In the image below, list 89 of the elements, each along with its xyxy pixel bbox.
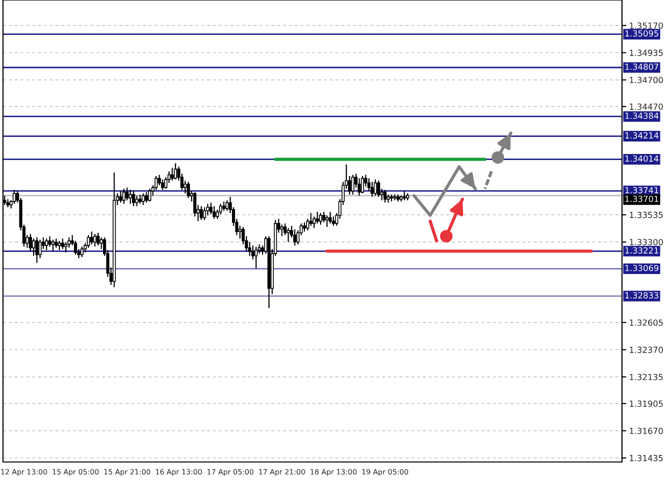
- ref-line-label: 1.34384: [625, 112, 658, 119]
- candlestick: [309, 212, 312, 226]
- candlestick: [280, 224, 284, 237]
- ref-line-label: 1.33701: [625, 196, 658, 202]
- candlestick: [184, 180, 187, 194]
- candlestick: [32, 238, 36, 256]
- y-tick-label: 1.34470: [630, 104, 663, 110]
- candlestick: [286, 228, 290, 243]
- candlestick: [226, 200, 229, 212]
- candlestick: [58, 240, 61, 251]
- candlestick: [68, 236, 71, 248]
- y-tick-label: 1.35170: [630, 22, 663, 29]
- ref-line-label: 1.33221: [625, 247, 658, 254]
- candlestick: [64, 241, 68, 253]
- candlestick: [212, 206, 216, 220]
- candlestick: [254, 246, 258, 270]
- candlestick: [12, 189, 16, 204]
- candlestick: [54, 238, 58, 248]
- candlestick: [209, 202, 212, 215]
- candlestick: [238, 225, 242, 240]
- candlestick: [61, 238, 64, 250]
- candlestick: [219, 203, 222, 215]
- candlestick: [316, 211, 319, 224]
- candlestick: [402, 190, 406, 201]
- candlestick: [161, 178, 164, 190]
- candlestick: [126, 187, 129, 201]
- candlestick: [38, 239, 42, 259]
- candlestick: [325, 214, 329, 228]
- y-tick-label: 1.34935: [630, 50, 663, 56]
- candlestick: [393, 194, 396, 201]
- candlestick: [202, 206, 206, 221]
- candlestick: [186, 181, 190, 199]
- candlestick: [206, 203, 210, 216]
- candlestick: [138, 194, 142, 204]
- candlestick: [328, 211, 332, 224]
- candlestick: [148, 188, 152, 202]
- candlestick: [135, 195, 138, 207]
- candlestick: [293, 228, 296, 246]
- candlestick: [170, 167, 174, 182]
- candlestick: [158, 174, 161, 186]
- y-tick-label: 1.31435: [630, 454, 663, 462]
- candlestick: [174, 162, 178, 180]
- ref-line-label: 1.32833: [625, 292, 658, 298]
- candlestick: [370, 181, 374, 198]
- candlestick: [93, 233, 96, 248]
- candlestick: [374, 178, 377, 196]
- ref-line-label: 1.33069: [625, 264, 658, 272]
- candlestick: [358, 178, 361, 196]
- candlestick: [302, 222, 306, 232]
- candlestick: [28, 233, 32, 252]
- ref-line-label: 1.33741: [625, 187, 658, 194]
- candlestick: [44, 238, 48, 251]
- y-tick-label: 1.31670: [630, 428, 663, 434]
- y-tick-label: 1.32135: [630, 374, 663, 380]
- y-tick-label: 1.32370: [630, 346, 663, 353]
- candlestick: [51, 239, 55, 252]
- ref-line-label: 1.34214: [625, 132, 658, 139]
- candlestick: [142, 192, 145, 206]
- candlestick: [132, 190, 136, 207]
- candlestick: [128, 189, 132, 204]
- candlestick: [360, 175, 364, 194]
- ref-line-label: 1.34014: [625, 155, 658, 162]
- candlestick: [200, 206, 203, 221]
- candlestick: [96, 232, 100, 246]
- candlestick: [122, 188, 126, 204]
- candlestick: [222, 200, 226, 212]
- y-tick-label: 1.34700: [630, 76, 663, 84]
- candlestick: [119, 190, 122, 204]
- candlestick: [332, 216, 336, 226]
- y-tick-label: 1.33535: [630, 212, 663, 218]
- candlestick: [80, 246, 84, 258]
- candlestick: [377, 180, 380, 198]
- candlestick: [86, 234, 90, 248]
- candlestick: [48, 236, 52, 248]
- candlestick: [322, 211, 326, 223]
- candlestick: [312, 216, 316, 229]
- candlestick: [383, 189, 387, 204]
- y-tick-label: 1.31905: [630, 400, 663, 407]
- candlestick: [144, 192, 148, 204]
- candlestick: [35, 236, 38, 264]
- candlestick: [90, 231, 94, 245]
- candlestick: [351, 174, 354, 196]
- ref-line-label: 1.34807: [625, 64, 658, 70]
- candlestick: [319, 212, 322, 226]
- y-tick-label: 1.32605: [630, 319, 663, 326]
- y-tick-label: 1.33300: [630, 238, 663, 246]
- candlestick: [193, 192, 196, 218]
- ref-line-label: 1.35095: [625, 30, 658, 37]
- candlestick: [251, 244, 254, 260]
